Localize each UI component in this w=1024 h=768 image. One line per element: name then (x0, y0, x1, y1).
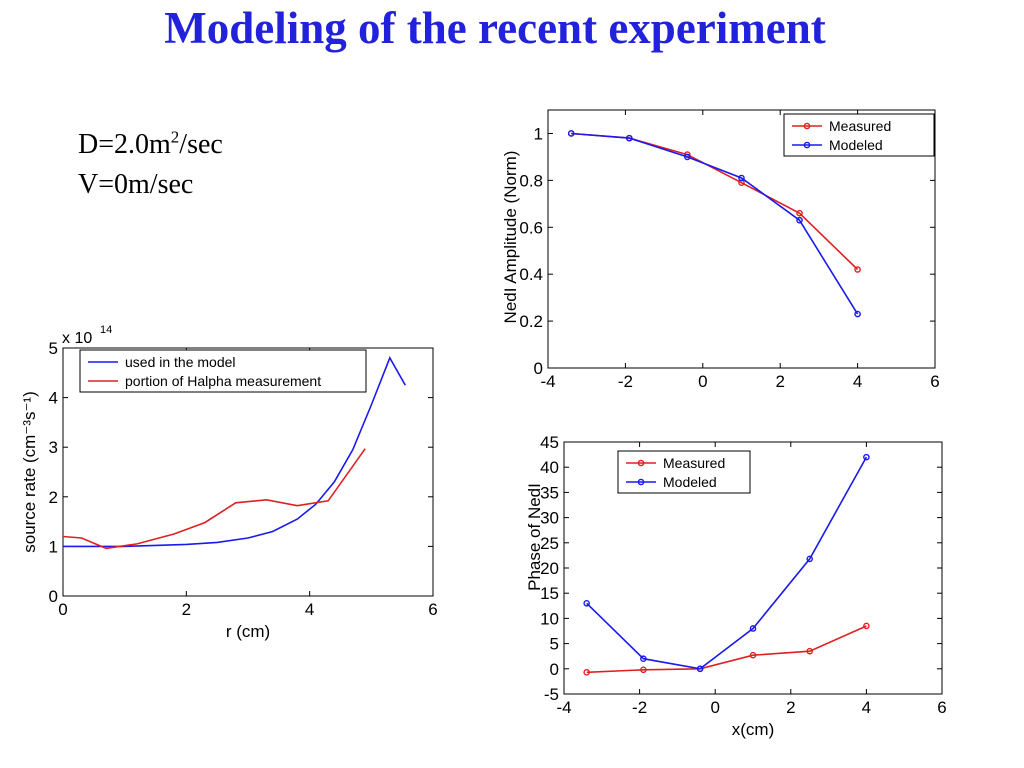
phase-series-measured (586, 625, 867, 674)
diffusion-value: D=2.0m (78, 129, 171, 160)
phase-xtick-label: 2 (786, 698, 795, 717)
phase-legend-box (617, 450, 751, 494)
phase-ytick-label: 40 (540, 458, 559, 477)
amplitude-xtick-label: -4 (540, 372, 555, 391)
source-multiplier-label: x 10 (62, 330, 92, 347)
phase-point-modeled (863, 453, 870, 461)
source-xtick-label: 2 (182, 600, 191, 619)
source-ytick-label: 5 (49, 339, 58, 358)
amplitude-xtick-label: 0 (698, 372, 707, 391)
phase-ytick-label: 25 (540, 534, 559, 553)
source-series-portion-of-halpha-measurement (62, 448, 366, 550)
phase-ytick-label: 45 (540, 433, 559, 452)
parameters-block: D=2.0m2/sec V=0m/sec (78, 125, 223, 205)
amplitude-series-modeled (571, 132, 859, 315)
amplitude-point-modeled (854, 310, 861, 318)
amplitude-point-modeled (796, 216, 803, 224)
amplitude-legend-label-modeled: Modeled (829, 137, 883, 153)
velocity-parameter: V=0m/sec (78, 169, 194, 200)
amplitude-ytick-label: 0.4 (519, 265, 543, 284)
amplitude-point-modeled (625, 134, 633, 142)
source-legend-box (79, 349, 367, 393)
phase-legend-label-measured: Measured (663, 455, 725, 471)
phase-xtick-label: 4 (862, 698, 871, 717)
phase-point-modeled (696, 665, 704, 673)
phase-point-modeled (640, 655, 647, 663)
source-legend-label-portion-of-halpha-measurement: portion of Halpha measurement (125, 373, 321, 389)
source-legend-label-used-in-the-model: used in the model (125, 354, 236, 370)
amplitude-xtick-label: 2 (775, 372, 784, 391)
phase-ytick-label: 15 (540, 584, 559, 603)
amplitude-legend-label-measured: Measured (829, 118, 891, 134)
phase-point-modeled (806, 555, 814, 563)
amplitude-ytick-label: 0.6 (519, 218, 543, 237)
amplitude-y-axis-label: NedI Amplitude (Norm) (501, 151, 520, 324)
source-ytick-label: 0 (49, 587, 58, 606)
diffusion-unit: /sec (179, 129, 223, 160)
phase-legend-marker-measured (637, 459, 645, 467)
source-ytick-label: 1 (49, 537, 58, 556)
phase-point-measured (583, 669, 590, 676)
source-ytick-label: 4 (49, 389, 58, 408)
diffusion-parameter: D=2.0m2/sec (78, 125, 223, 165)
source-ytick-label: 2 (49, 488, 58, 507)
phase-xtick-label: -2 (632, 698, 647, 717)
diffusion-exponent: 2 (170, 127, 180, 147)
amplitude-legend-marker-modeled (803, 141, 811, 149)
source-plot-frame (62, 347, 434, 597)
phase-point-measured (640, 666, 647, 674)
amplitude-ytick-label: 0.8 (519, 171, 543, 190)
phase-y-axis-label: Phase of NedI (525, 483, 544, 591)
phase-ytick-label: 5 (550, 635, 559, 654)
phase-point-measured (749, 651, 757, 659)
amplitude-point-measured (854, 266, 861, 273)
phase-ytick-label: 0 (550, 660, 559, 679)
source-multiplier-exponent: 14 (100, 324, 112, 336)
amplitude-ytick-label: 1 (534, 124, 543, 143)
phase-ytick-label: 10 (540, 609, 559, 628)
source-xtick-label: 6 (428, 600, 437, 619)
amplitude-xtick-label: 6 (930, 372, 939, 391)
amplitude-legend-box (783, 113, 935, 157)
phase-point-measured (863, 622, 870, 630)
amplitude-legend-marker-measured (803, 122, 811, 130)
source-y-axis-label: source rate (cm⁻³s⁻¹) (20, 391, 39, 553)
phase-x-axis-label: x(cm) (732, 720, 774, 739)
phase-xtick-label: 0 (710, 698, 719, 717)
amplitude-plot-frame (547, 109, 936, 369)
amplitude-point-modeled (567, 130, 575, 137)
phase-legend-label-modeled: Modeled (663, 474, 717, 490)
phase-xtick-label: -4 (556, 698, 571, 717)
amplitude-point-measured (796, 209, 803, 217)
source-series-used-in-the-model (63, 356, 406, 548)
phase-point-modeled (749, 625, 757, 632)
source-ytick-label: 3 (49, 438, 58, 457)
amplitude-ytick-label: 0 (534, 359, 543, 378)
phase-series-modeled (586, 456, 868, 670)
phase-ytick-label: -5 (544, 685, 559, 704)
phase-point-modeled (583, 599, 590, 607)
amplitude-point-modeled (738, 174, 745, 182)
phase-ytick-label: 35 (540, 483, 559, 502)
slide-title: Modeling of the recent experiment (164, 3, 826, 53)
phase-legend-marker-modeled (637, 478, 645, 486)
phase-ytick-label: 20 (540, 559, 559, 578)
amplitude-point-modeled (684, 153, 691, 161)
amplitude-ytick-label: 0.2 (519, 312, 543, 331)
phase-xtick-label: 6 (937, 698, 946, 717)
source-xtick-label: 0 (58, 600, 67, 619)
amplitude-xtick-label: -2 (618, 372, 633, 391)
source-xtick-label: 4 (305, 600, 314, 619)
phase-ytick-label: 30 (540, 509, 559, 528)
amplitude-xtick-label: 4 (853, 372, 862, 391)
phase-point-measured (806, 647, 814, 655)
source-x-axis-label: r (cm) (226, 622, 270, 641)
